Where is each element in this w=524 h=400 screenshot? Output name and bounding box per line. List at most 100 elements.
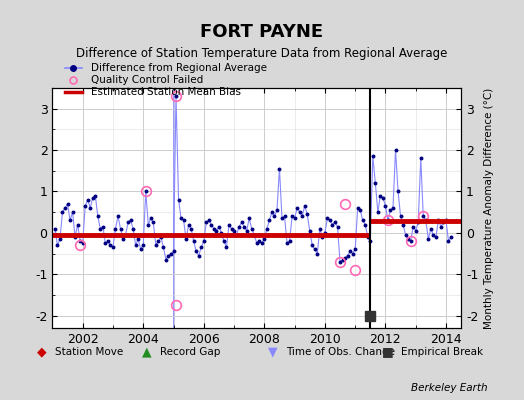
- Point: [447, 234, 455, 240]
- Point: [197, 244, 205, 250]
- Point: [341, 254, 350, 261]
- Point: [222, 244, 231, 250]
- Point: [286, 238, 294, 244]
- Point: [411, 228, 420, 234]
- Point: [235, 224, 243, 230]
- Point: [104, 238, 112, 244]
- Text: Empirical Break: Empirical Break: [401, 347, 483, 357]
- Text: ▲: ▲: [142, 346, 151, 358]
- Point: [83, 196, 92, 203]
- Point: [114, 213, 122, 220]
- Text: Record Gap: Record Gap: [160, 347, 220, 357]
- Point: [358, 217, 367, 224]
- Point: [366, 238, 375, 244]
- Point: [71, 234, 79, 240]
- Point: [354, 205, 362, 211]
- Point: [190, 238, 198, 244]
- Point: [63, 201, 72, 207]
- Point: [268, 209, 276, 215]
- Point: [409, 224, 418, 230]
- Point: [129, 226, 137, 232]
- Point: [429, 232, 438, 238]
- Point: [331, 219, 339, 226]
- Y-axis label: Monthly Temperature Anomaly Difference (°C): Monthly Temperature Anomaly Difference (…: [484, 87, 494, 329]
- Text: Berkeley Earth: Berkeley Earth: [411, 383, 487, 393]
- Point: [313, 250, 322, 257]
- Text: Difference from Regional Average: Difference from Regional Average: [91, 63, 267, 73]
- Text: ■: ■: [382, 346, 394, 358]
- Point: [61, 205, 69, 211]
- Point: [119, 236, 127, 242]
- Point: [318, 234, 326, 240]
- Point: [265, 217, 274, 224]
- Point: [305, 228, 314, 234]
- Point: [232, 232, 241, 238]
- Point: [427, 226, 435, 232]
- Point: [376, 192, 385, 199]
- Point: [253, 240, 261, 246]
- Point: [230, 228, 238, 234]
- Point: [184, 221, 193, 228]
- Point: [144, 221, 152, 228]
- Point: [174, 196, 183, 203]
- Point: [66, 217, 74, 224]
- Point: [432, 234, 440, 240]
- Point: [439, 219, 447, 226]
- Point: [407, 238, 415, 244]
- Point: [106, 242, 115, 248]
- Point: [326, 217, 334, 224]
- Point: [260, 236, 268, 242]
- Point: [56, 236, 64, 242]
- Point: [177, 215, 185, 222]
- Point: [442, 217, 450, 224]
- Point: [53, 242, 62, 248]
- Point: [147, 215, 155, 222]
- Text: Difference of Station Temperature Data from Regional Average: Difference of Station Temperature Data f…: [77, 48, 447, 60]
- Point: [159, 244, 168, 250]
- Point: [258, 240, 266, 246]
- Point: [215, 224, 223, 230]
- Point: [303, 211, 311, 218]
- Point: [368, 153, 377, 160]
- Point: [348, 250, 357, 257]
- Point: [179, 217, 188, 224]
- Point: [321, 230, 329, 236]
- Point: [351, 246, 359, 252]
- Point: [194, 252, 203, 259]
- Point: [132, 242, 140, 248]
- Point: [296, 209, 304, 215]
- Point: [323, 215, 332, 222]
- Text: ◆: ◆: [37, 346, 47, 358]
- Point: [333, 224, 342, 230]
- Point: [371, 180, 379, 186]
- Point: [361, 221, 369, 228]
- Point: [69, 209, 77, 215]
- Point: [94, 213, 102, 220]
- Text: FORT PAYNE: FORT PAYNE: [201, 23, 323, 41]
- Point: [293, 205, 301, 211]
- Point: [162, 256, 170, 263]
- Point: [139, 242, 147, 248]
- Point: [336, 258, 344, 265]
- Point: [419, 213, 428, 220]
- Point: [134, 236, 143, 242]
- Point: [424, 236, 432, 242]
- Point: [151, 242, 160, 248]
- Point: [270, 213, 279, 220]
- Point: [96, 226, 104, 232]
- Point: [99, 224, 107, 230]
- Point: [205, 217, 213, 224]
- Point: [225, 221, 233, 228]
- Point: [386, 207, 395, 213]
- Point: [192, 248, 200, 255]
- Point: [73, 221, 82, 228]
- Point: [202, 219, 211, 226]
- Point: [417, 155, 425, 162]
- Point: [122, 232, 130, 238]
- Point: [76, 238, 84, 244]
- Point: [169, 248, 178, 255]
- Point: [172, 93, 180, 100]
- Point: [86, 205, 94, 211]
- Point: [58, 209, 67, 215]
- Point: [137, 246, 145, 252]
